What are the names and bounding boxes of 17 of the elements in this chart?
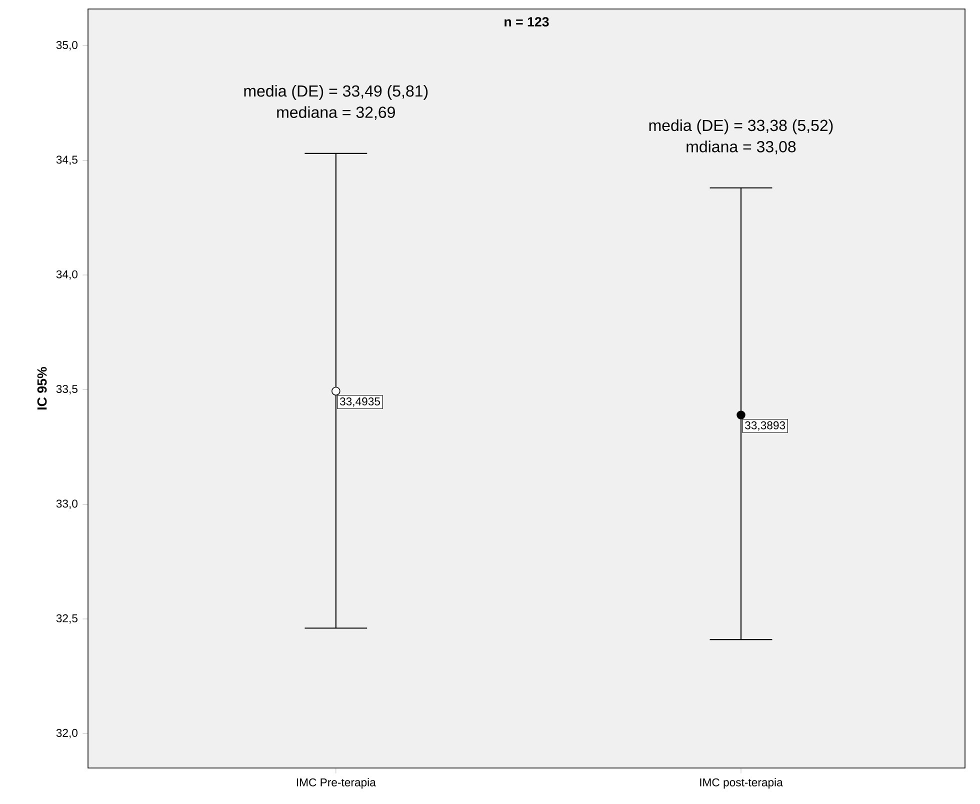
y-tick-label: 32,5 xyxy=(56,614,78,624)
chart-title: n = 123 xyxy=(504,17,549,27)
x-tick-label: IMC post-terapia xyxy=(700,778,783,789)
annotation: mdiana = 33,08 xyxy=(686,140,796,154)
y-tick-label: 34,5 xyxy=(56,156,78,166)
annotation: media (DE) = 33,49 (5,81) xyxy=(244,84,428,100)
data-label: 33,4935 xyxy=(340,397,380,407)
x-tick-label: IMC Pre-terapia xyxy=(296,778,376,789)
y-tick-label: 35,0 xyxy=(56,41,78,50)
y-tick-label: 33,0 xyxy=(56,500,78,509)
data-label: 33,3893 xyxy=(745,421,786,431)
y-tick-label: 32,0 xyxy=(56,728,78,738)
y-tick-label: 34,0 xyxy=(56,270,78,280)
annotation: media (DE) = 33,38 (5,52) xyxy=(649,119,833,134)
y-tick-label: 33,5 xyxy=(56,384,78,394)
annotation: mediana = 32,69 xyxy=(277,106,395,120)
y-axis-title: IC 95% xyxy=(37,367,47,410)
